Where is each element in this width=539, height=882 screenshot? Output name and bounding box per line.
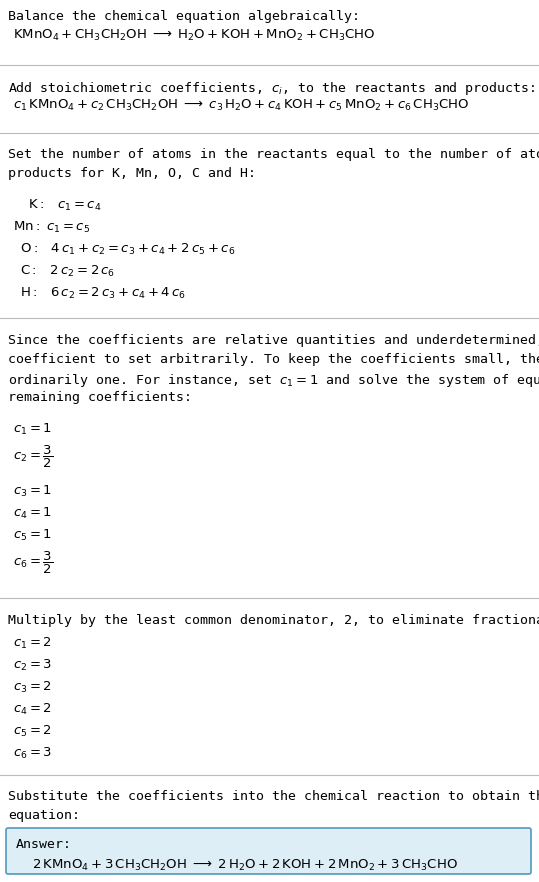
Text: $c_4 = 2$: $c_4 = 2$ [13,702,52,717]
Text: Substitute the coefficients into the chemical reaction to obtain the balanced: Substitute the coefficients into the che… [8,790,539,803]
Text: $c_1 = 1$: $c_1 = 1$ [13,422,52,437]
Text: $c_1\,\mathrm{KMnO_4} + c_2\,\mathrm{CH_3CH_2OH} \;\longrightarrow\; c_3\,\mathr: $c_1\,\mathrm{KMnO_4} + c_2\,\mathrm{CH_… [13,98,469,113]
Text: Since the coefficients are relative quantities and underdetermined, choose a: Since the coefficients are relative quan… [8,334,539,347]
Text: products for K, Mn, O, C and H:: products for K, Mn, O, C and H: [8,167,256,180]
Text: equation:: equation: [8,809,80,822]
Text: $\mathrm{K:\;\;} \; c_1 = c_4$: $\mathrm{K:\;\;} \; c_1 = c_4$ [28,198,101,213]
Text: $\mathrm{KMnO_4 + CH_3CH_2OH \;\longrightarrow\; H_2O + KOH + MnO_2 + CH_3CHO}$: $\mathrm{KMnO_4 + CH_3CH_2OH \;\longrigh… [13,28,375,43]
FancyBboxPatch shape [6,828,531,874]
Text: $2\,\mathrm{KMnO_4} + 3\,\mathrm{CH_3CH_2OH} \;\longrightarrow\; 2\,\mathrm{H_2O: $2\,\mathrm{KMnO_4} + 3\,\mathrm{CH_3CH_… [32,858,458,873]
Text: $\mathrm{H:\;\;} \; 6\,c_2 = 2\,c_3 + c_4 + 4\,c_6$: $\mathrm{H:\;\;} \; 6\,c_2 = 2\,c_3 + c_… [20,286,186,301]
Text: $c_2 = \dfrac{3}{2}$: $c_2 = \dfrac{3}{2}$ [13,444,53,470]
Text: $c_1 = 2$: $c_1 = 2$ [13,636,52,651]
Text: $c_3 = 2$: $c_3 = 2$ [13,680,52,695]
Text: $c_6 = 3$: $c_6 = 3$ [13,746,52,761]
Text: ordinarily one. For instance, set $c_1 = 1$ and solve the system of equations fo: ordinarily one. For instance, set $c_1 =… [8,372,539,389]
Text: Add stoichiometric coefficients, $c_i$, to the reactants and products:: Add stoichiometric coefficients, $c_i$, … [8,80,536,97]
Text: remaining coefficients:: remaining coefficients: [8,391,192,404]
Text: $\mathrm{C:\;\;} \; 2\,c_2 = 2\,c_6$: $\mathrm{C:\;\;} \; 2\,c_2 = 2\,c_6$ [20,264,115,279]
Text: coefficient to set arbitrarily. To keep the coefficients small, the arbitrary va: coefficient to set arbitrarily. To keep … [8,353,539,366]
Text: $\mathrm{O:\;\;} \; 4\,c_1 + c_2 = c_3 + c_4 + 2\,c_5 + c_6$: $\mathrm{O:\;\;} \; 4\,c_1 + c_2 = c_3 +… [20,242,236,257]
Text: Answer:: Answer: [16,838,72,851]
Text: $c_6 = \dfrac{3}{2}$: $c_6 = \dfrac{3}{2}$ [13,550,53,576]
Text: Multiply by the least common denominator, 2, to eliminate fractional coefficient: Multiply by the least common denominator… [8,614,539,627]
Text: Set the number of atoms in the reactants equal to the number of atoms in the: Set the number of atoms in the reactants… [8,148,539,161]
Text: $\mathrm{Mn:} \; c_1 = c_5$: $\mathrm{Mn:} \; c_1 = c_5$ [13,220,90,235]
Text: Balance the chemical equation algebraically:: Balance the chemical equation algebraica… [8,10,360,23]
Text: $c_5 = 2$: $c_5 = 2$ [13,724,52,739]
Text: $c_5 = 1$: $c_5 = 1$ [13,528,52,543]
Text: $c_3 = 1$: $c_3 = 1$ [13,484,52,499]
Text: $c_2 = 3$: $c_2 = 3$ [13,658,52,673]
Text: $c_4 = 1$: $c_4 = 1$ [13,506,52,521]
